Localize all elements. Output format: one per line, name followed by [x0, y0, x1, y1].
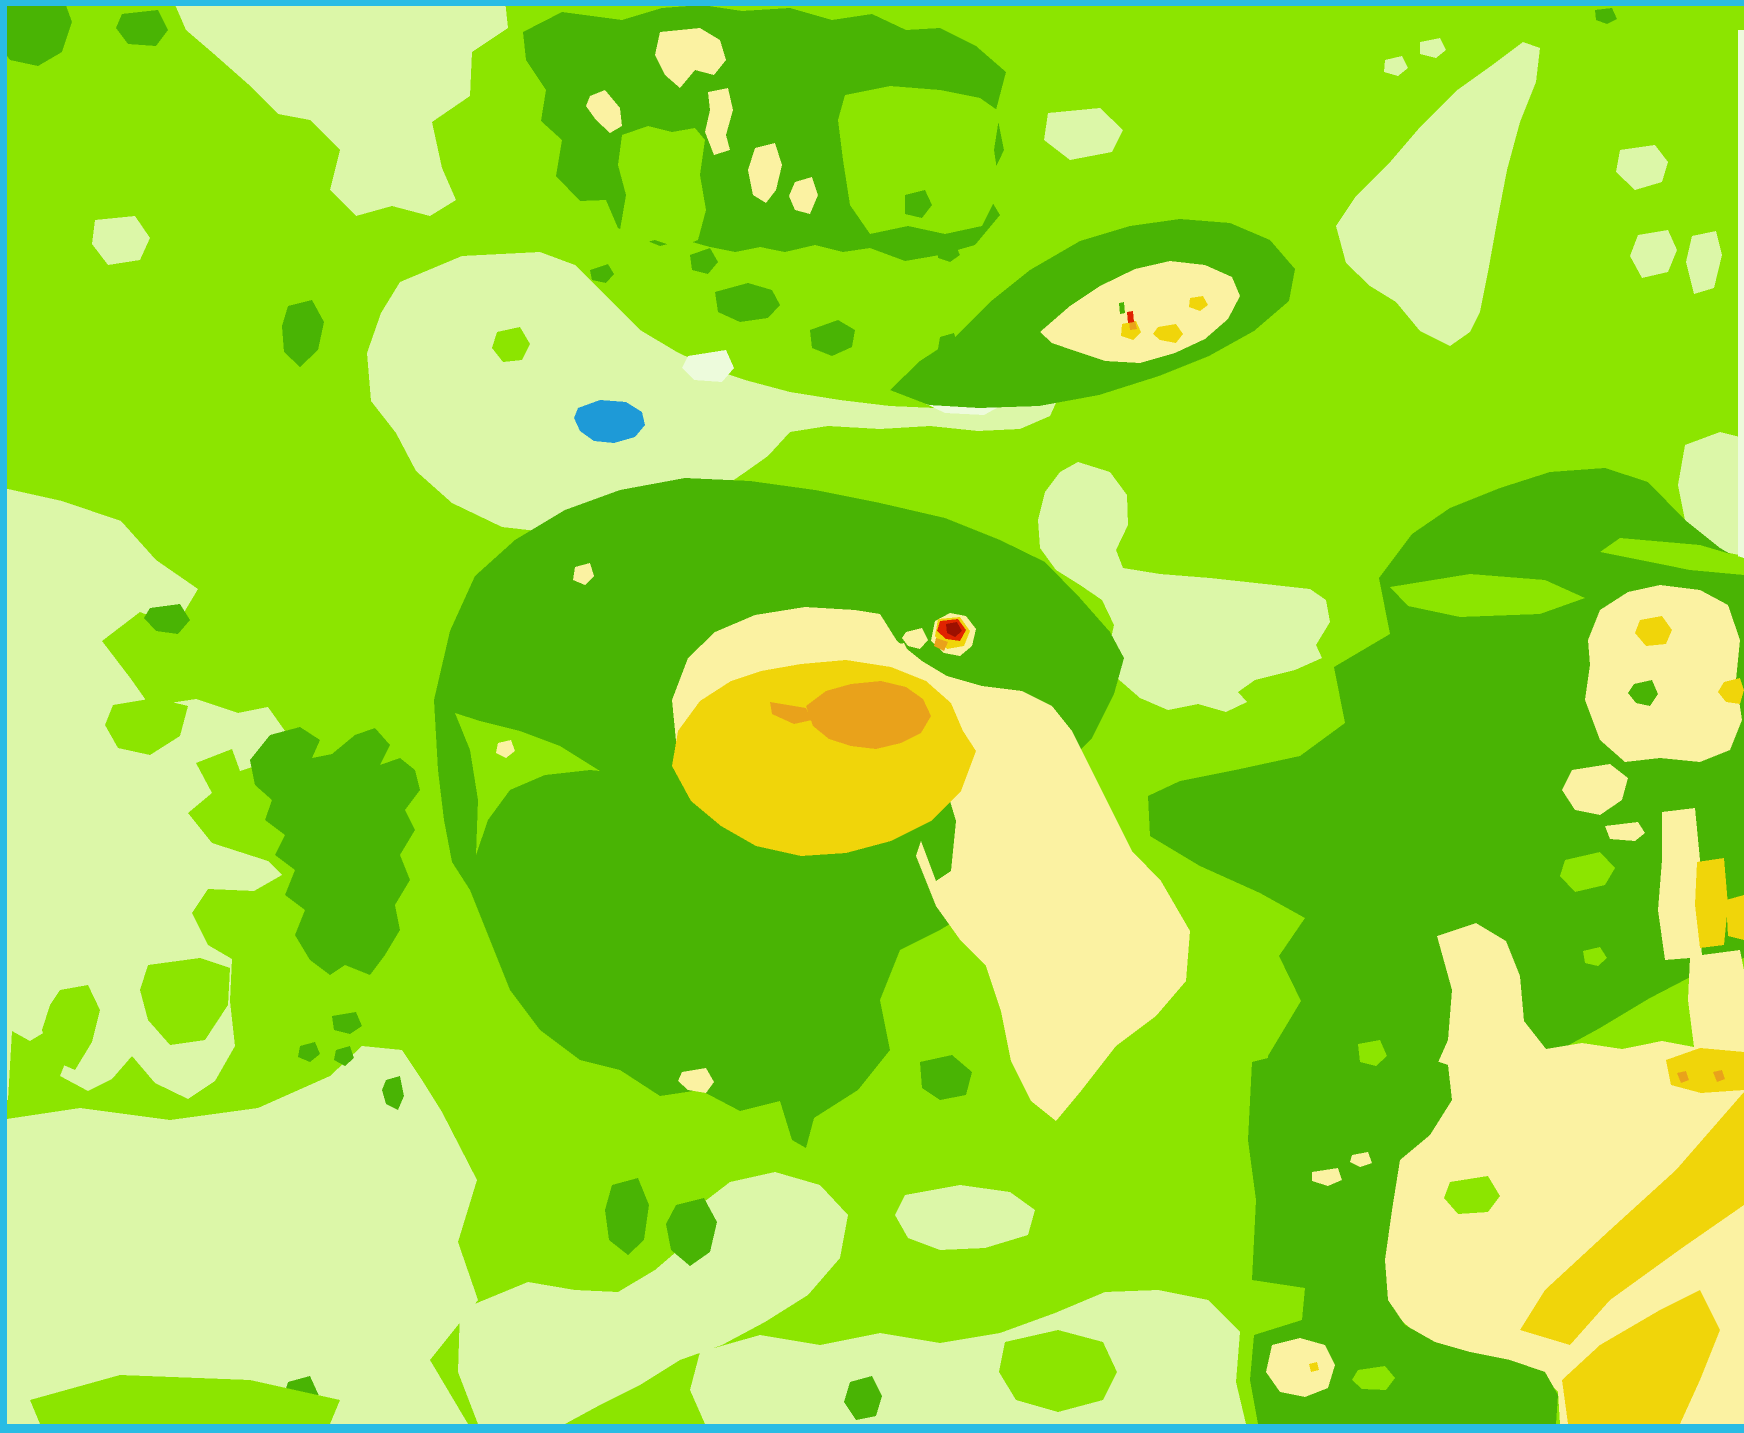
cream-fleck-arc-3: [678, 1068, 714, 1093]
orange-island-dash: [1129, 321, 1137, 330]
cyan-left-strip: [0, 0, 7, 1433]
gold-diag-band-lower: [1562, 1290, 1720, 1424]
dark-arc-finger: [920, 1055, 972, 1100]
green-bay-in-mass-1: [618, 126, 706, 248]
dark-west-dot-4: [334, 1046, 354, 1066]
cream-bottom-right: [1340, 923, 1744, 1424]
dark-west-dot-3: [382, 1076, 404, 1110]
green-on-pale-2: [42, 985, 100, 1070]
gold-dot-in-island-col: [1309, 1362, 1319, 1372]
orange-right-dot-1: [1677, 1071, 1689, 1083]
cyan-bottom-strip: [0, 1424, 1744, 1433]
cream-island-in-column: [1266, 1338, 1335, 1397]
pale-sail-dot-1: [1420, 38, 1446, 58]
orange-right-dot-2: [1713, 1070, 1725, 1082]
dark-west-mass: [250, 727, 420, 975]
cream-mass-patch-4: [789, 177, 818, 214]
pale-top-center-dot: [1044, 108, 1123, 160]
orange-plateau-tail: [770, 702, 812, 724]
pale-right-upper: [1678, 432, 1744, 556]
dark-dot-a: [690, 248, 718, 274]
dark-west-dot-2: [298, 1042, 320, 1062]
cream-right-column: [1658, 808, 1744, 1047]
cream-peak-dot-1: [902, 628, 928, 649]
green-island-in-column: [1352, 1366, 1395, 1390]
green-holes-sw-right-mass: [1560, 852, 1615, 892]
dark-nw-dot: [116, 10, 168, 46]
pale-dot-ne-2: [1630, 230, 1677, 278]
green-channel-wedge: [1390, 574, 1585, 617]
gold-mid-patch: [1666, 1048, 1744, 1093]
dark-west-dot-1: [332, 1012, 362, 1034]
dark-left-mid-dot: [144, 604, 190, 634]
cream-fleck-col-2: [1312, 1168, 1342, 1186]
green-top-band-right: [1600, 538, 1744, 575]
orange-peak-bit: [934, 638, 948, 651]
pale-sail-dot-2: [1384, 56, 1408, 76]
dark-nw-corner: [0, 0, 72, 66]
cream-right-small: [1605, 822, 1645, 841]
pale-top-band: [173, 0, 508, 216]
dark-bottom-column: [1248, 1045, 1558, 1424]
dark-dot-e: [938, 244, 960, 262]
green-hole-right-2: [1358, 1040, 1387, 1066]
dark-arc-west-link: [434, 700, 478, 890]
cream-mass-patch-5: [586, 90, 622, 133]
pale-bottom-left: [0, 1046, 478, 1424]
cream-fleck-arc-2: [496, 740, 515, 758]
pale-left-mega: [0, 489, 285, 1100]
cream-fleck-col-1: [1350, 1152, 1372, 1167]
dark-red-peak-core: [946, 622, 962, 637]
green-on-bottom-left: [30, 1375, 340, 1424]
pale-dot-ne-1: [1616, 145, 1668, 190]
gold-island-dot-2: [1153, 324, 1183, 343]
gold-island-dot-3: [1189, 296, 1208, 311]
pale-upper-center: [367, 252, 1061, 535]
cream-right-lobe: [1562, 764, 1628, 815]
cream-peak-dot-2: [890, 643, 909, 660]
pale-bottom-west: [458, 1172, 848, 1424]
lighter-patch-1: [682, 350, 734, 382]
gold-right-column: [1695, 858, 1728, 948]
pale-sail-ne: [1336, 42, 1540, 346]
green-hole-right-1: [1444, 1176, 1500, 1214]
green-on-pale-3: [140, 958, 230, 1045]
cyan-top-strip: [0, 0, 1744, 6]
dark-dot-d: [590, 264, 614, 283]
cream-right-blob: [1585, 585, 1742, 762]
green-hole-lobe: [1583, 947, 1607, 966]
cream-mass-patch-3: [748, 143, 782, 203]
dark-arc-lower: [470, 770, 985, 1148]
dark-upper-left-blob: [282, 300, 324, 367]
dark-below-dot-1: [605, 1178, 649, 1255]
gold-right-edge-bit: [1718, 678, 1744, 704]
dark-dot-in-bay: [905, 190, 932, 218]
pale-upper-left-dot: [92, 216, 150, 265]
orange-plateau-core: [806, 681, 931, 749]
pale-dot-ne-3: [1686, 231, 1722, 294]
lake: [574, 400, 645, 443]
cream-mass-patch-1: [655, 28, 726, 88]
green-blob-near-lake: [492, 327, 530, 362]
green-on-pale-1: [105, 698, 188, 755]
gold-edge-patch: [1726, 895, 1744, 940]
red-island-dash: [1127, 311, 1134, 323]
gold-diag-band-upper: [1520, 1092, 1744, 1345]
gold-in-right-blob: [1635, 616, 1672, 646]
green-on-bottom-east: [999, 1330, 1117, 1412]
dark-blob-in-cream-right: [1628, 680, 1658, 706]
dark-dot-c: [810, 320, 855, 356]
dark-ne-dot: [1595, 8, 1617, 24]
dark-dot-b: [715, 283, 780, 322]
cream-fleck-arc-1: [573, 563, 594, 585]
pale-mid-bottom-band: [895, 1185, 1035, 1250]
dark-island-dash: [1119, 302, 1125, 314]
green-bay-in-mass-2: [838, 86, 1000, 234]
cream-island-ne: [1040, 261, 1240, 363]
cream-mass-patch-2: [705, 88, 733, 155]
dark-below-dot-2: [666, 1198, 717, 1266]
dark-bottom-center-dot: [844, 1376, 882, 1420]
